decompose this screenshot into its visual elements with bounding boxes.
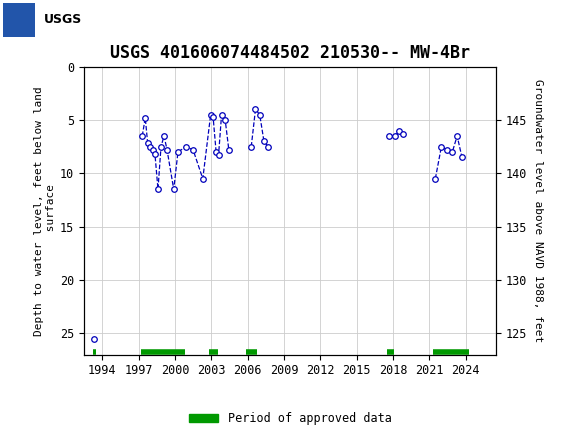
- Text: USGS: USGS: [44, 13, 82, 27]
- Y-axis label: Groundwater level above NAVD 1988, feet: Groundwater level above NAVD 1988, feet: [532, 79, 542, 342]
- Legend: Period of approved data: Period of approved data: [184, 407, 396, 430]
- Text: USGS 401606074484502 210530-- MW-4Br: USGS 401606074484502 210530-- MW-4Br: [110, 44, 470, 62]
- FancyBboxPatch shape: [3, 3, 35, 37]
- Y-axis label: Depth to water level, feet below land
 surface: Depth to water level, feet below land su…: [34, 86, 56, 335]
- FancyBboxPatch shape: [3, 3, 78, 37]
